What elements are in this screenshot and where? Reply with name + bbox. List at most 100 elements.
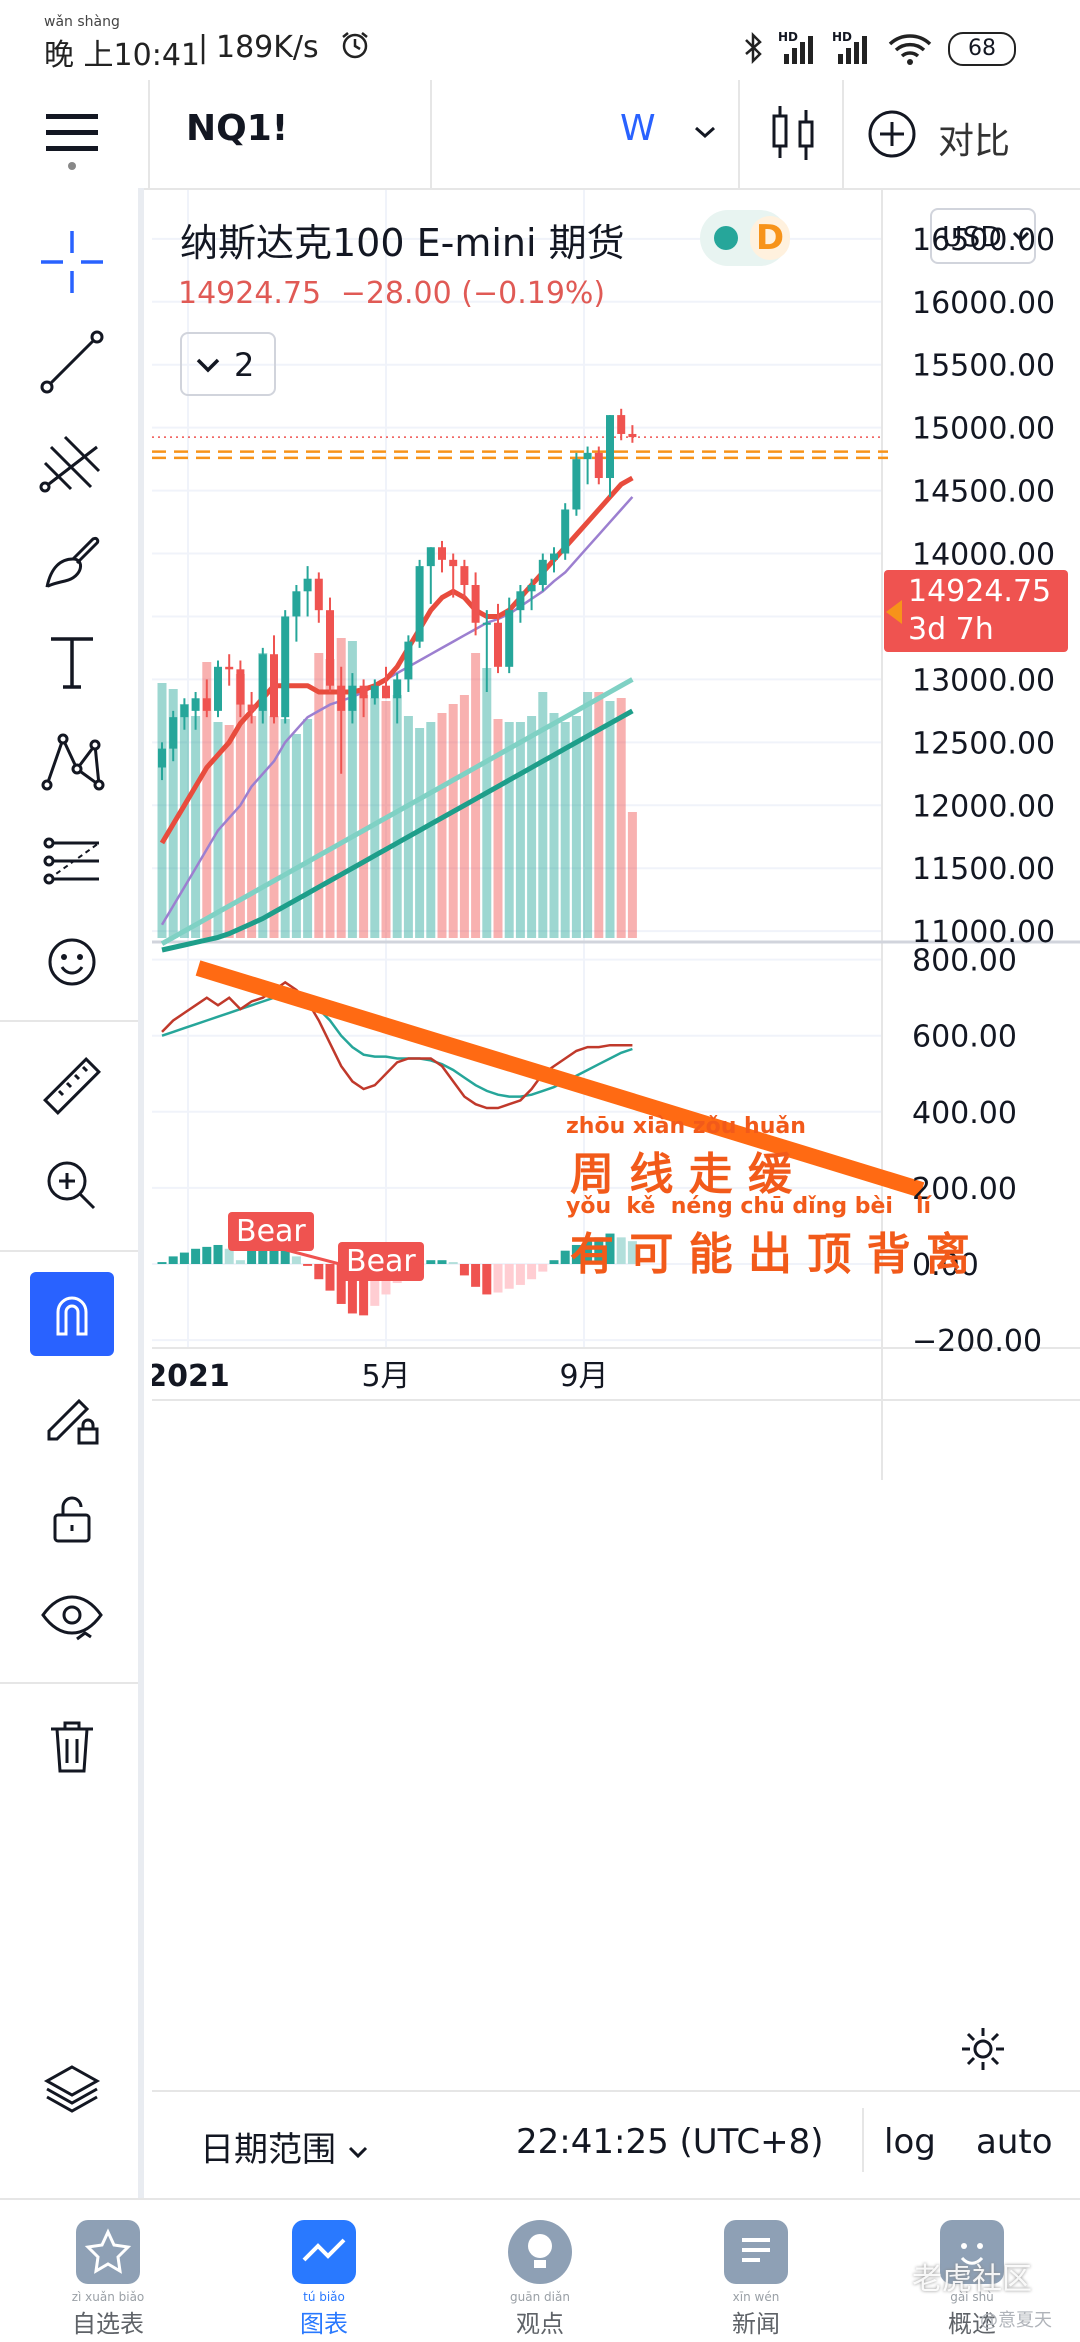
volume-bar — [370, 698, 380, 938]
volume-bar — [247, 716, 257, 938]
emoji-tool[interactable] — [24, 914, 120, 1010]
volume-bar — [605, 701, 615, 938]
text-tool[interactable] — [24, 614, 120, 710]
text-icon — [51, 637, 93, 689]
currency-selector[interactable]: USD — [930, 208, 1036, 264]
lock-drawings-tool[interactable] — [24, 1370, 120, 1466]
macd-histogram-bar — [471, 1264, 481, 1287]
brush-tool[interactable] — [24, 514, 120, 610]
macd-histogram-bar — [191, 1248, 201, 1264]
legend-price: 14924.75 — [178, 276, 322, 311]
macd-histogram-bar — [538, 1264, 548, 1272]
volume-bar — [459, 695, 469, 938]
macd-histogram-bar — [571, 1244, 581, 1264]
chart-area[interactable]: 16500.00 16000.00 15500.00 15000.00 14500.00… — [152, 190, 1080, 2010]
nav-ideas[interactable]: guān diǎn 观点 — [432, 2200, 648, 2342]
price-axis-label: 14500.00 — [912, 475, 1055, 510]
alert-marker-icon — [886, 600, 902, 624]
menu-button[interactable] — [24, 94, 120, 174]
macd-histogram-bar — [303, 1264, 313, 1266]
bear-label-1[interactable]: Bear — [228, 1212, 314, 1251]
macd-histogram-bar — [448, 1262, 458, 1264]
candle-body — [359, 685, 368, 699]
wifi-icon — [888, 32, 932, 70]
volume-bar — [571, 716, 581, 938]
fib-tool[interactable] — [24, 414, 120, 510]
log-scale-toggle[interactable]: log — [884, 2122, 936, 2162]
trend-line-icon — [40, 330, 104, 394]
macd-axis-label: 400.00 — [912, 1096, 1017, 1131]
macd-histogram-bar — [594, 1237, 604, 1264]
volume-bar — [191, 716, 201, 938]
candle-body — [191, 698, 200, 711]
delete-tool[interactable] — [24, 1698, 120, 1794]
chart-canvas[interactable]: 16500.00 16000.00 15500.00 15000.00 14500.00… — [152, 190, 1080, 2010]
prediction-tool[interactable] — [24, 814, 120, 910]
layers-icon — [43, 2065, 101, 2113]
nav-chart[interactable]: tú biǎo 图表 — [216, 2200, 432, 2342]
candles-icon — [772, 106, 814, 160]
symbol-button[interactable]: NQ1! — [186, 108, 289, 149]
volume-bar — [325, 659, 335, 938]
auto-scale-toggle[interactable]: auto — [976, 2122, 1053, 2162]
candle-body — [516, 591, 525, 611]
smiley-icon — [48, 938, 96, 986]
hamburger-icon — [46, 114, 98, 170]
symbol-title[interactable]: 纳斯达克100 E-mini 期货 — [180, 221, 625, 265]
brush-icon — [45, 537, 100, 588]
volume-bar — [482, 668, 492, 938]
bear-label-2[interactable]: Bear — [338, 1242, 424, 1281]
forecast-icon — [43, 837, 100, 885]
macd-histogram-bar — [616, 1237, 626, 1264]
clock-display[interactable]: 22:41:25 (UTC+8) — [516, 2122, 824, 2162]
layers-tool[interactable] — [24, 2040, 120, 2136]
ruler-icon — [43, 1057, 101, 1115]
ma-dark-line — [161, 708, 634, 953]
bottom-bar: 日期范围 22:41:25 (UTC+8) log auto — [152, 2090, 1080, 2200]
volume-bar — [515, 722, 525, 938]
pattern-tool[interactable] — [24, 714, 120, 810]
volume-bar — [616, 698, 626, 938]
visibility-tool[interactable] — [24, 1570, 120, 1666]
interval-label: W — [620, 108, 656, 149]
measure-tool[interactable] — [24, 1038, 120, 1134]
zoom-tool[interactable] — [24, 1138, 120, 1234]
market-status-badge[interactable]: D — [700, 210, 790, 266]
macd-axis-label: −200.00 — [912, 1324, 1042, 1359]
crosshair-tool[interactable] — [24, 214, 120, 310]
volume-bar — [549, 713, 559, 938]
price-axis-label: 12000.00 — [912, 789, 1055, 824]
candle-body — [337, 685, 346, 711]
status-time: 晚 上10:41 — [44, 38, 200, 73]
nav-overview[interactable]: gài shù 概述 — [864, 2200, 1080, 2342]
trend-line-tool[interactable] — [24, 314, 120, 410]
indicators-collapse-button[interactable]: 2 — [180, 332, 276, 396]
volume-bar — [448, 704, 458, 938]
magnet-tool[interactable] — [30, 1272, 114, 1356]
macd-histogram-bar — [202, 1246, 212, 1264]
macd-histogram-bar — [560, 1250, 570, 1264]
market-open-dot — [714, 226, 738, 250]
lock-tool[interactable] — [24, 1470, 120, 1566]
macd-histogram-bar — [280, 1243, 290, 1264]
nav-watchlist[interactable]: zì xuǎn biǎo 自选表 — [0, 2200, 216, 2342]
zoom-in-icon — [47, 1161, 96, 1210]
chart-settings-button[interactable] — [958, 2024, 1008, 2074]
date-range-button[interactable]: 日期范围 — [200, 2122, 369, 2172]
macd-histogram-bar — [583, 1241, 593, 1264]
interval-selector[interactable]: W — [620, 108, 732, 160]
pencil-lock-icon — [47, 1398, 99, 1445]
note-line2: 有 可 能 出 顶 背 离 — [570, 1229, 970, 1280]
macd-histogram-bar — [157, 1262, 167, 1264]
chart-type-button[interactable] — [760, 98, 830, 170]
volume-bar — [224, 725, 234, 938]
price-axis-label: 11500.00 — [912, 852, 1055, 887]
volume-bar — [258, 653, 268, 938]
macd-histogram-bar — [605, 1233, 615, 1264]
macd-histogram-bar — [168, 1256, 178, 1264]
nav-news[interactable]: xīn wén 新闻 — [648, 2200, 864, 2342]
alarm-icon — [340, 30, 370, 64]
lightbulb-icon — [508, 2220, 572, 2284]
volume-bar — [560, 722, 570, 938]
compare-button[interactable]: 对比 — [866, 106, 1066, 162]
